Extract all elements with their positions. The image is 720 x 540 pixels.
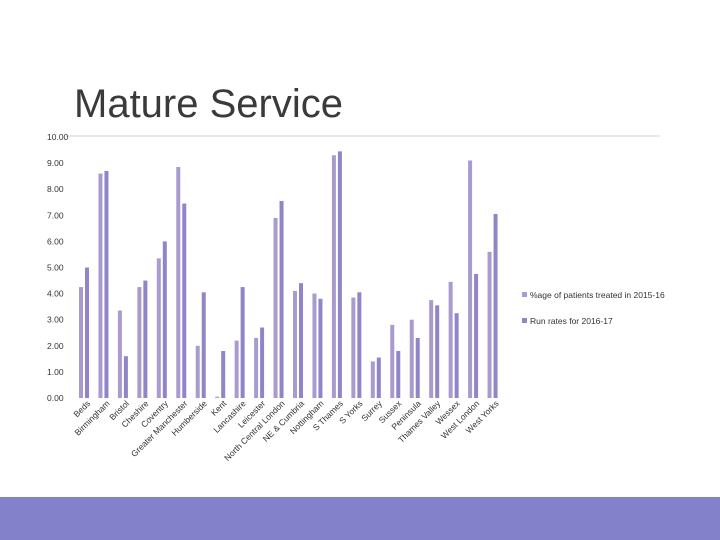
y-tick-label: 7.00 [47,210,64,220]
y-axis-ticks: 0.00 1.00 2.00 3.00 4.00 5.00 6.00 7.00 8.00 9.00… [47,132,69,403]
legend-swatch-2015-16 [522,292,527,297]
bar-2015-16 [195,345,200,398]
y-tick-label: 3.00 [47,315,64,325]
y-tick-label: 8.00 [47,184,64,194]
bar-2016-17 [221,351,226,398]
x-axis-labels: BedsBirminghamBristolCheshireCoventryGre… [71,398,500,463]
y-tick-label: 1.00 [47,367,64,377]
legend-label-2015-16: %age of patients treated in 2015-16 [530,289,665,300]
bar-2015-16 [390,324,395,398]
legend-item-2016-17: Run rates for 2016-17 [522,315,665,326]
bar-2015-16 [370,361,375,398]
bar-2016-17 [201,292,206,398]
bar-2015-16 [156,258,161,398]
bar-2015-16 [409,319,414,398]
bar-2016-17 [493,213,498,398]
bar-2015-16 [429,300,434,398]
bar-2015-16 [331,155,336,398]
bar-2016-17 [454,313,459,398]
footer-bar [0,497,720,540]
legend-item-2015-16: %age of patients treated in 2015-16 [522,289,665,300]
bar-2016-17 [143,280,148,398]
y-tick-label: 2.00 [47,341,64,351]
bar-2015-16 [487,251,492,398]
bar-2016-17 [299,283,303,398]
bar-2015-16 [254,337,259,398]
bar-2016-17 [85,267,89,398]
bar-2015-16 [293,290,297,398]
bar-2015-16 [448,281,453,398]
bar-2015-16 [117,310,122,398]
y-tick-label: 0.00 [47,393,64,403]
bar-2015-16 [312,293,317,398]
y-tick-label: 5.00 [47,263,64,273]
bar-2016-17 [318,298,323,398]
legend-swatch-2016-17 [522,318,527,323]
bar-2016-17 [415,337,420,398]
y-tick-label: 4.00 [47,289,64,299]
y-tick-label: 10.00 [47,132,69,142]
bar-2016-17 [357,292,362,398]
bar-2015-16 [137,287,142,398]
bar-2015-16 [273,217,278,398]
bar-2016-17 [337,151,342,398]
bar-2016-17 [260,327,265,398]
bar-2016-17 [376,357,381,398]
bar-2015-16 [176,167,181,398]
slide-title: Mature Service [74,82,343,126]
bars [79,151,498,398]
bar-2015-16 [79,287,83,398]
bar-2015-16 [468,160,473,398]
bar-2016-17 [240,287,245,398]
bar-2015-16 [215,396,220,398]
bar-2015-16 [234,340,239,398]
bar-2015-16 [351,297,356,398]
bar-2016-17 [435,305,440,398]
bar-2016-17 [474,274,479,398]
bar-2016-17 [162,241,167,398]
bar-2016-17 [279,200,284,398]
bar-2015-16 [98,173,103,398]
y-tick-label: 9.00 [47,158,64,168]
bar-2016-17 [104,170,109,398]
legend: %age of patients treated in 2015-16 Run … [522,289,665,341]
bar-2016-17 [396,351,401,398]
legend-label-2016-17: Run rates for 2016-17 [530,315,613,326]
y-tick-label: 6.00 [47,236,64,246]
bar-2016-17 [182,203,187,398]
bar-2016-17 [123,356,128,398]
